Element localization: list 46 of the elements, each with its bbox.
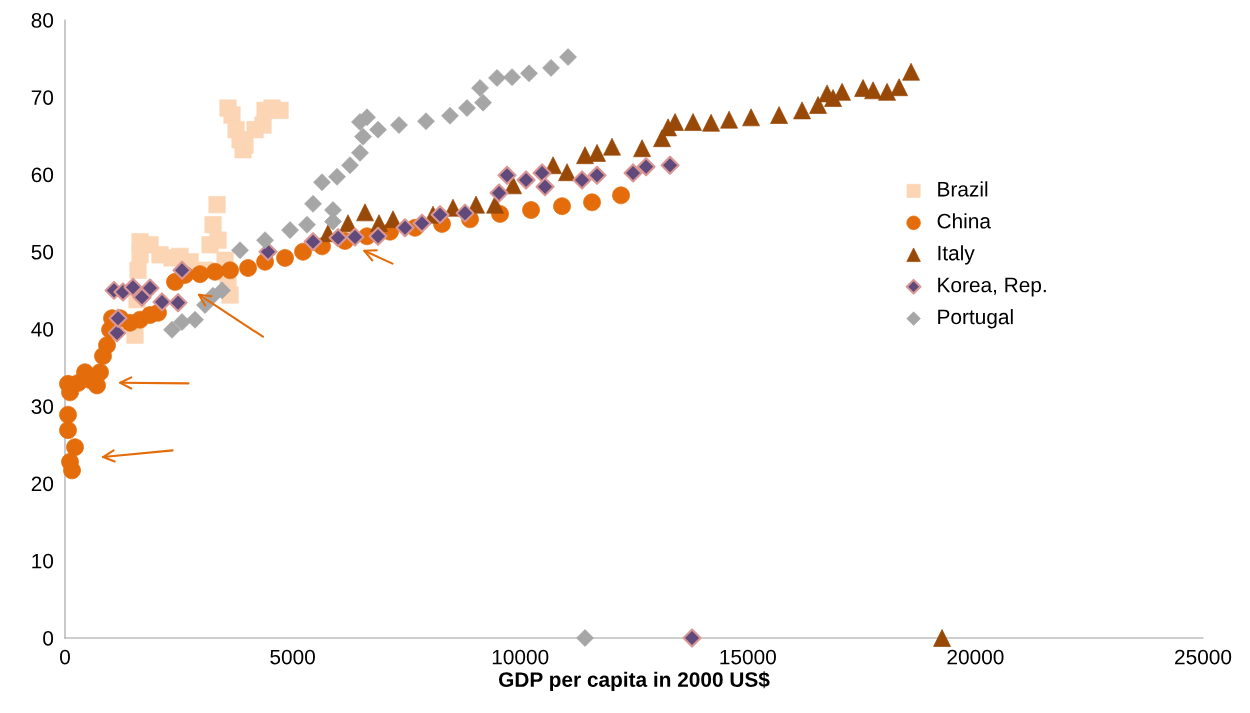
point: [303, 232, 323, 252]
point: [572, 170, 592, 190]
x-tick-label: 15000: [720, 649, 776, 665]
point: [123, 277, 143, 297]
point: [395, 218, 415, 238]
x-tick-label: 5000: [270, 649, 315, 665]
legend-label: Portugal: [938, 308, 1013, 329]
point: [497, 165, 517, 185]
y-tick-label: 70: [31, 90, 54, 105]
y-tick-label: 40: [31, 322, 54, 337]
x-tick-label: 10000: [492, 649, 549, 665]
point: [535, 177, 555, 197]
point: [636, 157, 656, 177]
x-tick-label: 0: [60, 649, 70, 665]
point: [368, 226, 388, 246]
point: [328, 228, 348, 248]
x-tick-label: 20000: [947, 649, 1004, 665]
y-tick-label: 60: [31, 167, 54, 183]
point: [107, 323, 127, 343]
y-tick-label: 80: [31, 13, 54, 28]
point: [489, 183, 509, 203]
legend-label: Brazil: [938, 181, 988, 197]
legend-label: Korea, Rep.: [938, 277, 1046, 297]
point: [345, 227, 365, 247]
point: [430, 205, 450, 225]
point: [140, 278, 160, 298]
point: [168, 293, 188, 313]
point: [152, 292, 172, 312]
y-tick-label: 50: [31, 244, 54, 260]
legend-label: China: [937, 213, 991, 229]
point: [682, 628, 702, 648]
point: [412, 213, 432, 233]
point: [516, 170, 536, 190]
y-tick-label: 0: [43, 631, 54, 646]
point: [172, 260, 192, 280]
x-tick-label: 25000: [1175, 649, 1232, 665]
y-tick-label: 10: [32, 553, 54, 569]
point: [455, 203, 475, 223]
legend-label: Italy: [938, 245, 975, 265]
y-tick-label: 20: [31, 476, 54, 492]
x-axis-title: GDP per capita in 2000 US$: [498, 671, 770, 692]
point: [660, 155, 680, 175]
point: [623, 163, 643, 183]
point: [532, 163, 552, 183]
point: [587, 165, 607, 185]
y-tick-label: 30: [31, 399, 54, 414]
